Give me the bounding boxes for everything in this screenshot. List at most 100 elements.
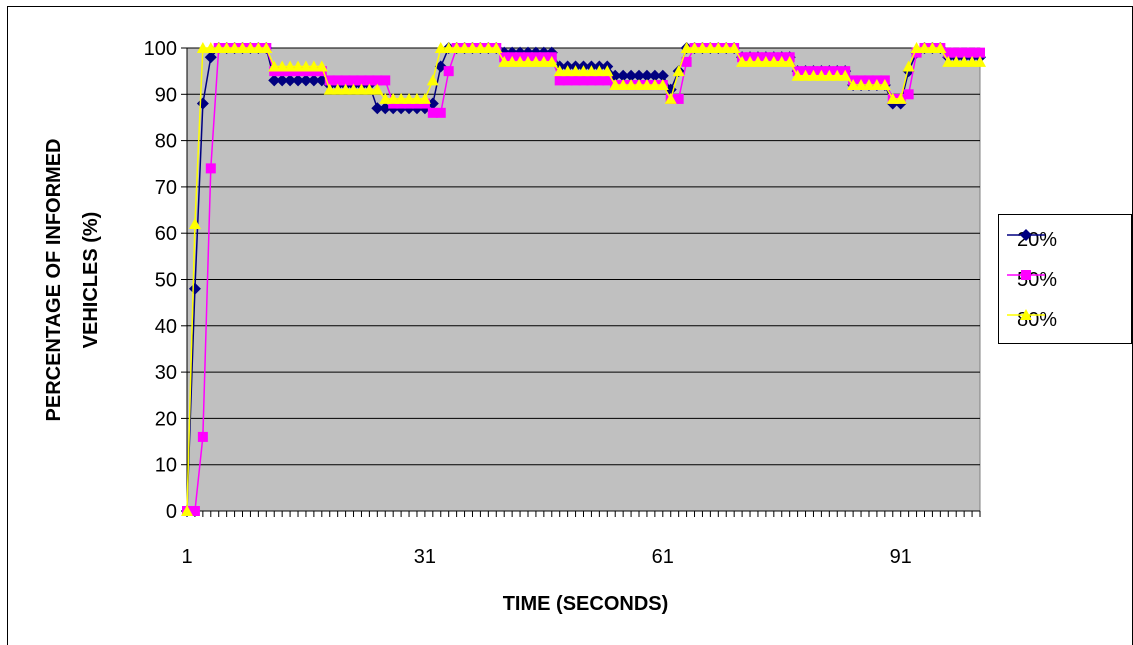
y-axis: 0 10 20 30 40 50 60 70 80 90 100 xyxy=(144,38,188,523)
data-point-triangle xyxy=(307,60,320,72)
data-point-triangle xyxy=(276,60,289,72)
data-point-triangle xyxy=(299,60,312,72)
data-point-square xyxy=(427,107,438,118)
data-point-triangle xyxy=(331,83,344,95)
data-point-triangle xyxy=(403,92,416,104)
data-point-triangle xyxy=(545,55,558,67)
data-point-triangle xyxy=(577,65,590,77)
data-point-square xyxy=(602,75,613,86)
data-point-triangle xyxy=(736,55,749,67)
data-point-diamond xyxy=(307,74,320,87)
data-point-triangle xyxy=(181,505,193,516)
data-point-triangle xyxy=(379,92,392,104)
data-point-triangle xyxy=(680,42,693,53)
data-point-square xyxy=(570,75,581,86)
data-point-triangle xyxy=(847,79,860,91)
data-point-triangle xyxy=(855,79,868,91)
data-point-square xyxy=(681,56,692,67)
data-point-triangle xyxy=(521,55,534,67)
data-point-triangle xyxy=(418,92,431,104)
legend: 20% 50% 80% xyxy=(998,214,1132,344)
data-point-triangle xyxy=(323,83,336,95)
data-point-triangle xyxy=(387,92,400,104)
data-point-triangle xyxy=(585,65,598,77)
data-point-triangle xyxy=(783,55,796,67)
data-point-triangle xyxy=(561,65,574,77)
data-point-triangle xyxy=(831,69,844,81)
data-point-triangle xyxy=(466,42,479,53)
data-point-triangle xyxy=(633,79,646,91)
y-tick-label: 80 xyxy=(155,131,177,153)
data-point-triangle xyxy=(537,55,550,67)
y-tick-label: 0 xyxy=(166,501,177,523)
data-point-triangle xyxy=(759,55,772,67)
data-point-square xyxy=(578,75,589,86)
data-point-triangle xyxy=(569,65,582,77)
data-point-square xyxy=(205,163,216,174)
data-point-triangle xyxy=(744,55,757,67)
data-point-triangle xyxy=(942,55,955,67)
data-point-triangle xyxy=(688,42,701,53)
grid-lines xyxy=(187,47,980,466)
data-point-triangle xyxy=(696,42,709,53)
data-point-triangle xyxy=(720,42,733,53)
data-point-triangle xyxy=(410,92,423,104)
x-tick-label: 91 xyxy=(890,546,912,568)
data-point-diamond xyxy=(276,74,289,87)
data-point-triangle xyxy=(514,55,527,67)
y-tick-label: 90 xyxy=(155,84,177,106)
data-point-triangle xyxy=(506,55,519,67)
data-point-triangle xyxy=(609,79,622,91)
legend-item-series-3: 80% xyxy=(1007,305,1057,335)
data-point-square xyxy=(435,107,446,118)
data-point-triangle xyxy=(347,83,360,95)
data-point-square xyxy=(554,75,565,86)
data-point-diamond xyxy=(648,69,661,82)
data-point-diamond xyxy=(617,69,630,82)
x-tick-label: 61 xyxy=(652,546,674,568)
data-point-triangle xyxy=(767,55,780,67)
data-point-triangle xyxy=(926,42,939,53)
data-point-triangle xyxy=(284,60,297,72)
data-point-square xyxy=(951,47,962,58)
data-point-triangle xyxy=(950,55,963,67)
data-point-triangle xyxy=(910,42,923,53)
data-point-triangle xyxy=(918,42,931,53)
data-point-diamond xyxy=(371,102,384,115)
data-point-square xyxy=(443,66,454,77)
data-point-triangle xyxy=(442,42,455,53)
legend-marker-triangle-icon xyxy=(1007,309,1045,320)
data-point-triangle xyxy=(228,42,241,53)
data-point-triangle xyxy=(712,42,725,53)
data-point-diamond xyxy=(204,51,217,64)
data-point-square xyxy=(562,75,573,86)
y-tick-label: 70 xyxy=(155,177,177,199)
data-point-triangle xyxy=(339,83,352,95)
data-point-diamond xyxy=(633,69,646,82)
data-point-square xyxy=(197,431,208,442)
data-point-square xyxy=(348,75,359,86)
data-point-triangle xyxy=(823,69,836,81)
data-point-triangle xyxy=(791,69,804,81)
data-point-square xyxy=(586,75,597,86)
data-point-triangle xyxy=(815,69,828,81)
data-point-triangle xyxy=(870,79,883,91)
data-point-triangle xyxy=(751,55,764,67)
data-point-triangle xyxy=(204,42,217,53)
data-point-triangle xyxy=(236,42,249,53)
data-point-triangle xyxy=(315,60,328,72)
series-group xyxy=(181,42,986,517)
data-point-triangle xyxy=(244,42,257,53)
data-point-triangle xyxy=(625,79,638,91)
data-point-triangle xyxy=(775,55,788,67)
data-point-triangle xyxy=(934,42,947,53)
data-point-triangle xyxy=(490,42,503,53)
data-point-diamond xyxy=(656,69,669,82)
data-point-triangle xyxy=(474,42,487,53)
data-point-triangle xyxy=(434,42,447,53)
x-tick-label: 1 xyxy=(181,546,192,568)
data-point-triangle xyxy=(601,65,614,77)
data-point-triangle xyxy=(974,55,986,67)
x-tick-label: 31 xyxy=(414,546,436,568)
